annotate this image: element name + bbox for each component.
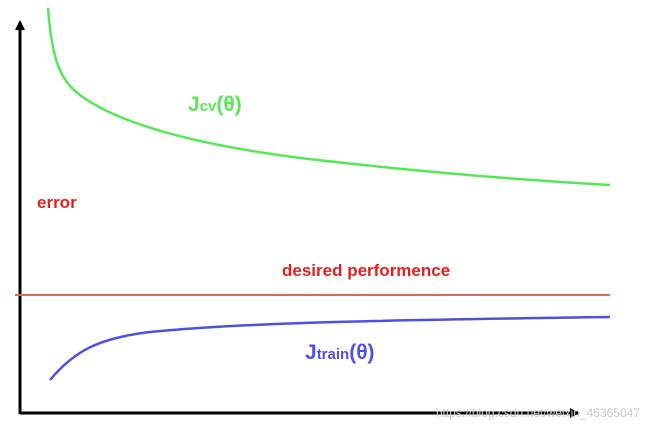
cv-label: Jcv(θ): [188, 93, 242, 116]
watermark: https://blog.csdn.net/weixin_45365047: [436, 406, 640, 420]
cv-sub: cv: [200, 98, 217, 115]
train-curve: [49, 315, 611, 381]
train-main: J: [305, 341, 317, 364]
desired-label: desired performence: [282, 261, 450, 280]
cv-tail: (θ): [216, 93, 241, 116]
train-sub: train: [317, 346, 350, 363]
cv-main: J: [188, 93, 200, 116]
train-tail: (θ): [349, 341, 374, 364]
cv-curve: [46, 7, 611, 187]
train-label: Jtrain(θ): [305, 341, 375, 364]
error-label: error: [37, 193, 77, 212]
